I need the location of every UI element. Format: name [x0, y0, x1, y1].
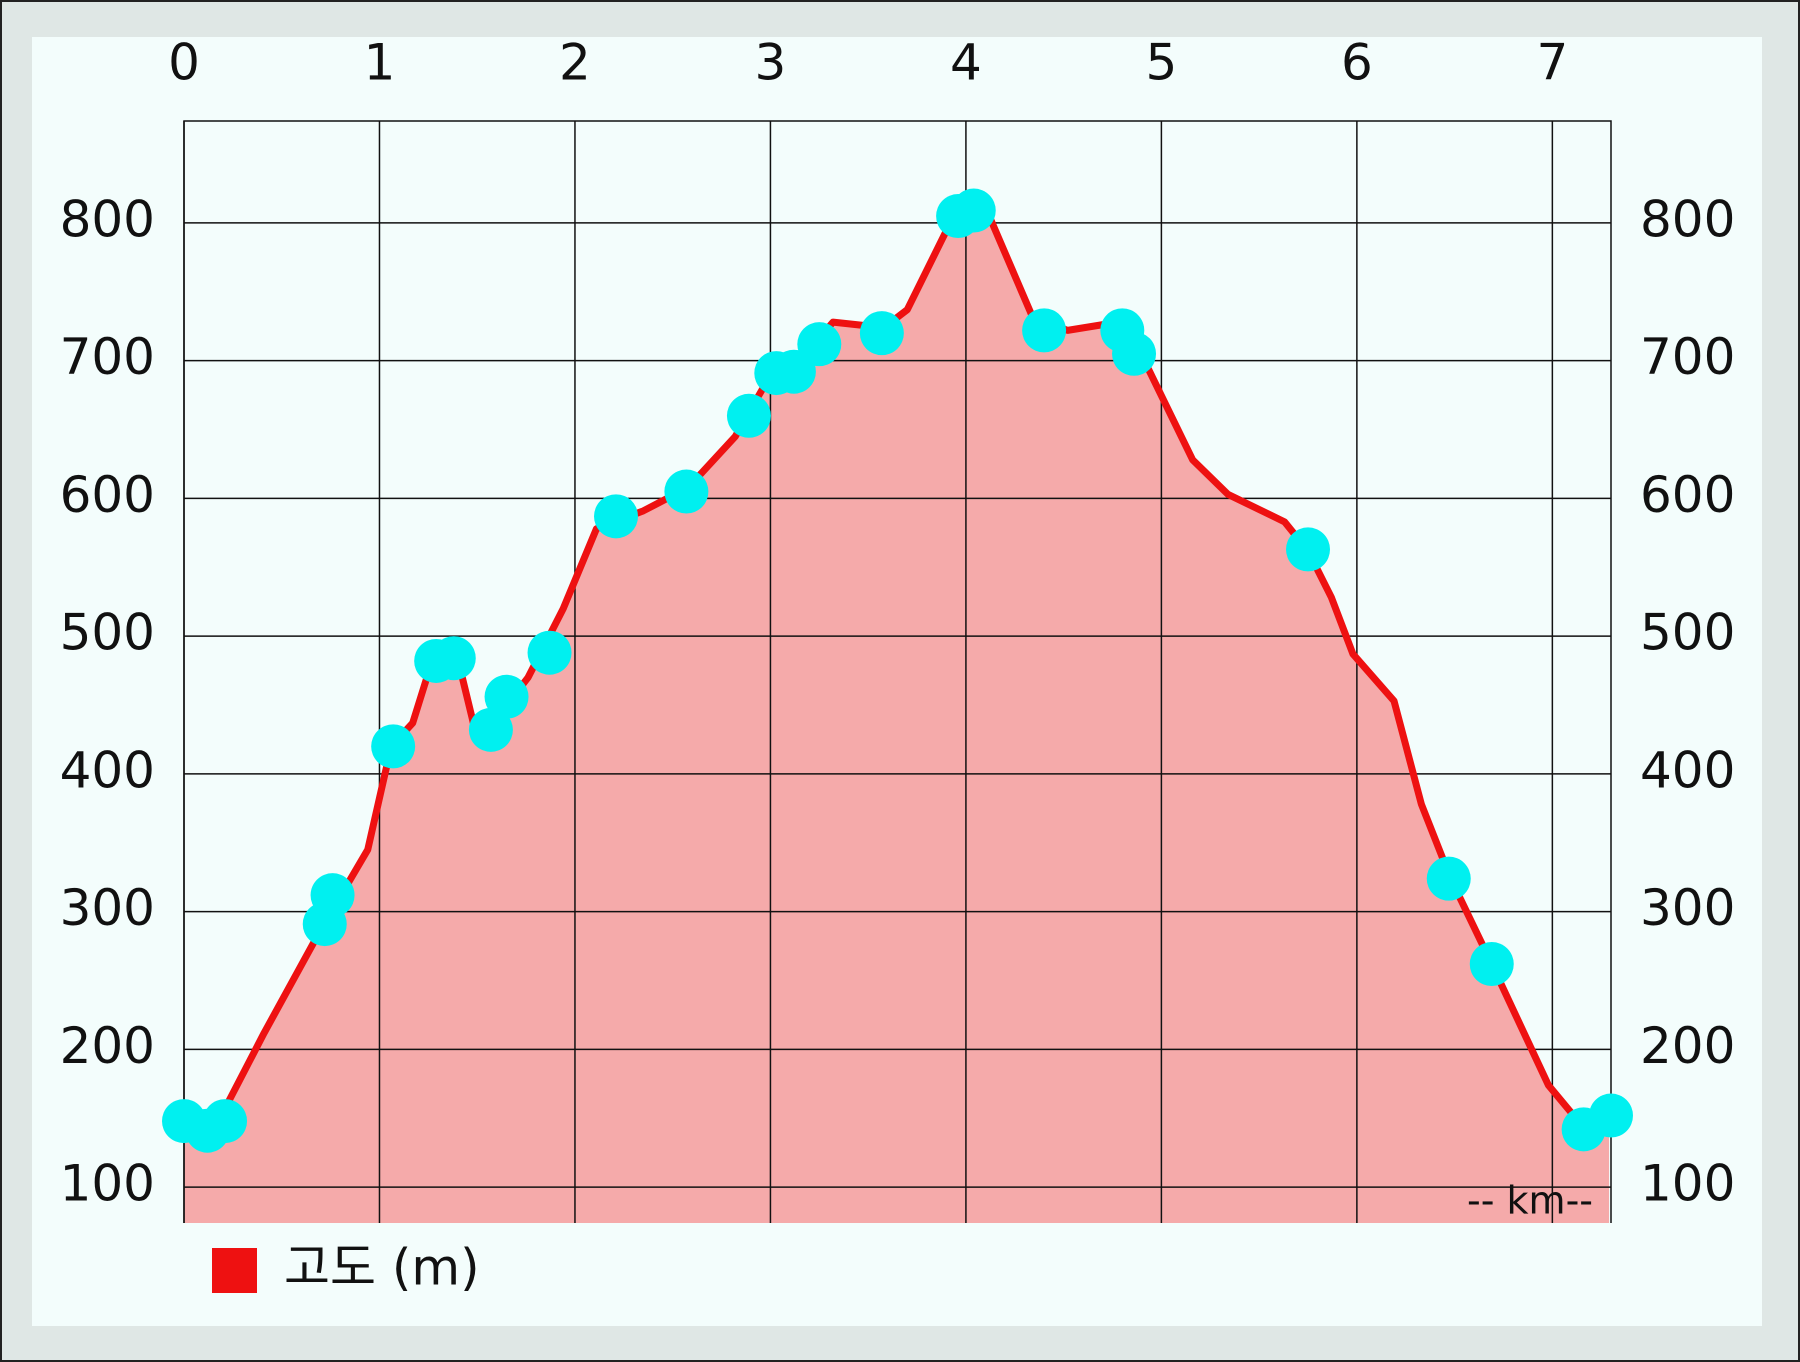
waypoint-marker [594, 494, 639, 539]
x-tick-label: 4 [950, 34, 982, 92]
x-tick-label: 5 [1145, 34, 1177, 92]
y2-tick-label: 700 [1640, 328, 1735, 386]
y-tick-label: 600 [60, 466, 155, 524]
waypoint-marker [1286, 527, 1331, 572]
y-tick-label: 800 [60, 190, 155, 248]
y-tick-label: 700 [60, 328, 155, 386]
waypoint-marker [951, 188, 996, 233]
waypoint-marker [203, 1099, 248, 1144]
waypoint-marker [1112, 331, 1157, 376]
x-tick-label: 3 [755, 34, 787, 92]
y-tick-label: 400 [60, 741, 155, 799]
waypoint-marker [1589, 1093, 1633, 1138]
legend-label: 고도 (m) [284, 1239, 480, 1297]
y2-tick-label: 500 [1640, 604, 1735, 662]
x-tick-label: 0 [168, 34, 200, 92]
waypoint-marker [797, 322, 842, 367]
waypoint-marker [1469, 942, 1514, 987]
y2-tick-label: 600 [1640, 466, 1735, 524]
waypoint-marker [431, 636, 476, 681]
x-tick-label: 2 [559, 34, 591, 92]
waypoint-marker [1426, 856, 1471, 901]
x-tick-label: 6 [1341, 34, 1373, 92]
y2-tick-label: 800 [1640, 190, 1735, 248]
waypoint-marker [371, 724, 416, 769]
waypoint-marker [468, 707, 513, 752]
area-fill [184, 211, 1610, 1224]
y-tick-label: 500 [60, 604, 155, 662]
y2-tick-label: 400 [1640, 741, 1735, 799]
y-tick-label: 100 [60, 1155, 155, 1213]
y2-tick-label: 200 [1640, 1017, 1735, 1075]
waypoint-marker [664, 469, 709, 514]
legend-swatch [212, 1248, 257, 1293]
x-unit-label: -- km-- [1467, 1179, 1593, 1223]
x-tick-label: 1 [364, 34, 396, 92]
y-tick-label: 300 [60, 879, 155, 937]
plot-border [183, 120, 1612, 1223]
y2-tick-label: 100 [1640, 1155, 1735, 1213]
waypoint-marker [527, 630, 572, 675]
y2-tick-label: 300 [1640, 879, 1735, 937]
waypoint-marker [484, 674, 529, 719]
waypoint-marker [859, 311, 904, 356]
waypoint-marker [1022, 308, 1067, 353]
waypoint-marker [726, 393, 771, 438]
x-tick-label: 7 [1536, 34, 1568, 92]
waypoint-marker [310, 873, 355, 918]
y-tick-label: 200 [60, 1017, 155, 1075]
